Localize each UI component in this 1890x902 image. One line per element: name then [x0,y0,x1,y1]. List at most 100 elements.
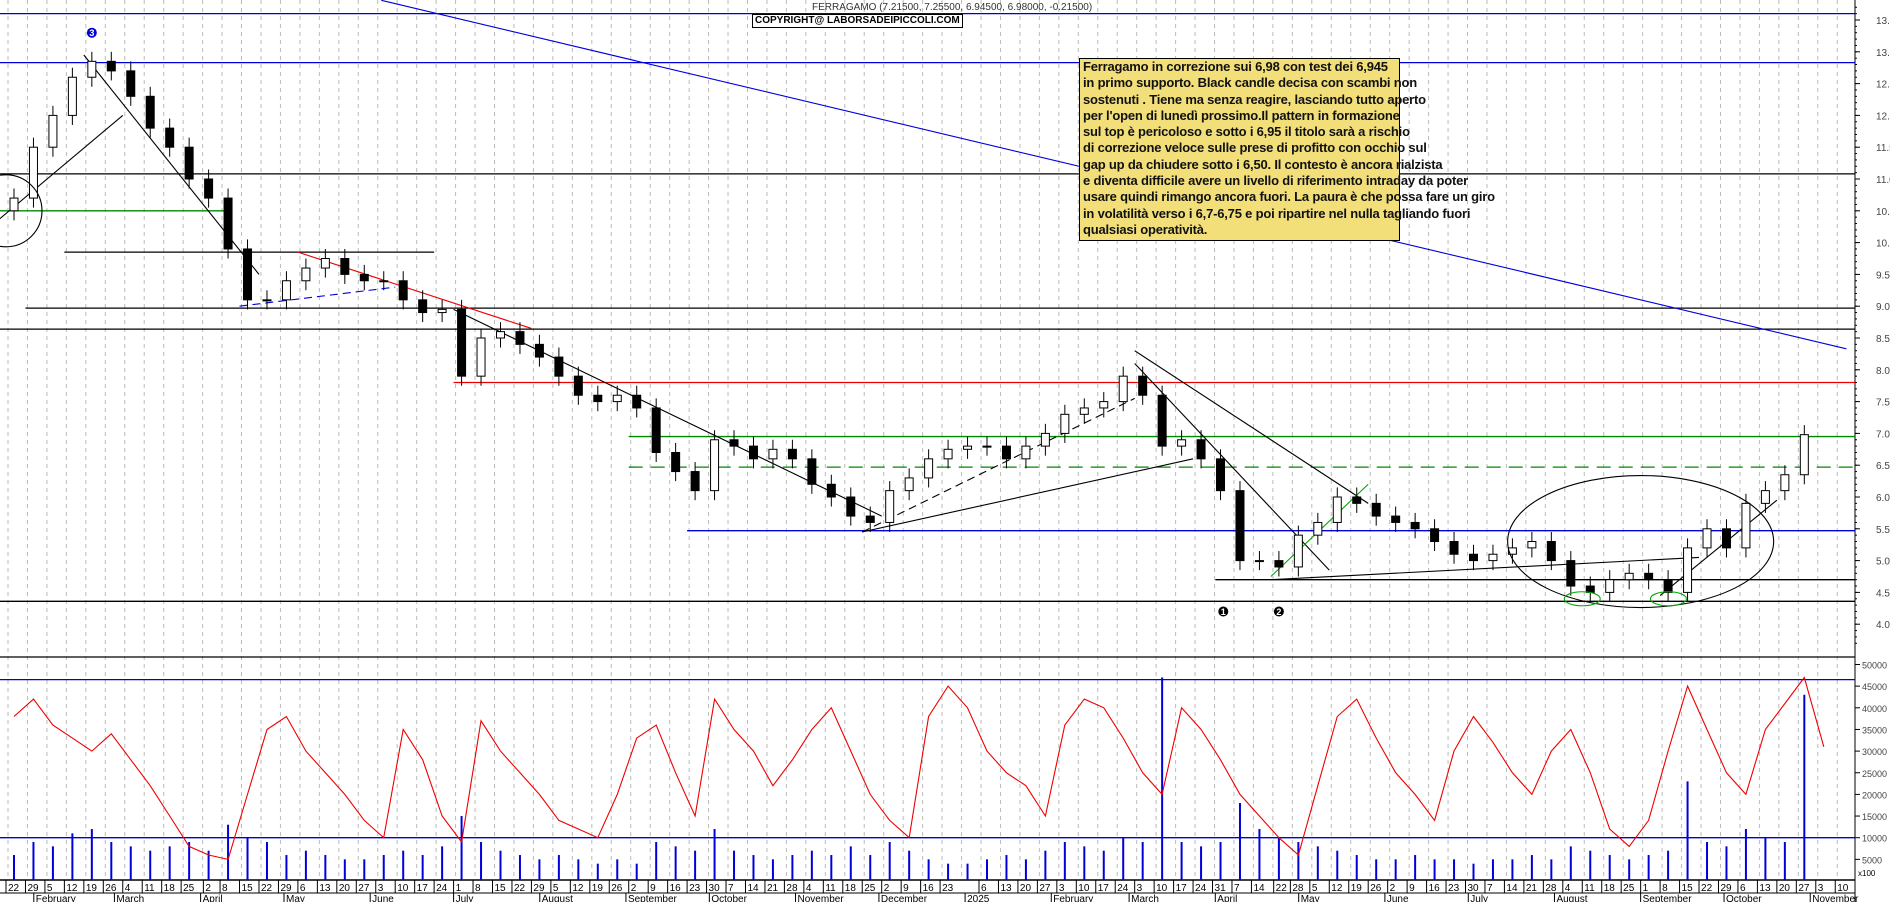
x-tick-label: 7 [1487,883,1493,894]
candle-body [846,496,856,517]
x-tick-label: 29 [280,883,292,894]
y-tick-label: 11.0 [1876,175,1890,186]
volume-tick-label: 20000 [1862,790,1887,800]
candle-body [593,394,603,403]
candle-body [1138,375,1148,396]
x-tick-label: 11 [144,883,155,894]
x-tick-label: 1 [456,883,462,894]
month-label: November [1812,894,1859,902]
volume-tick-label: 5000 [1862,855,1882,865]
x-tick-label: 29 [533,883,545,894]
note-line: Ferragamo in correzione sui 6,98 con tes… [1083,59,1388,74]
candle-body [476,337,486,377]
candle-body [1683,547,1693,593]
candle-body [437,308,447,314]
candle-body [87,60,97,78]
x-tick-label: 27 [358,883,370,894]
oscillator-line [13,676,1825,861]
candle-body [1332,496,1342,523]
candle-body [1760,490,1770,504]
candle-body [807,458,817,485]
candle-body [1566,560,1576,587]
candle-body [1352,496,1362,504]
volume-tick-label: 45000 [1862,682,1887,692]
trendline [862,458,1194,533]
y-tick-label: 7.0 [1876,429,1890,440]
x-tick-label: 10 [1837,883,1849,894]
x-tick-label: 17 [1176,883,1188,894]
x-tick-label: 6 [981,883,987,894]
volume-tick-label: 10000 [1862,834,1887,844]
candle-body [904,477,914,492]
x-tick-label: 23 [942,883,954,894]
note-line: in primo supporto. Black candle decisa c… [1083,75,1417,91]
x-tick-label: 20 [1779,883,1791,894]
x-tick-label: 20 [339,883,351,894]
y-tick-label: 11.5 [1876,143,1890,154]
month-label: March [1131,894,1159,902]
month-label: April [1217,894,1237,902]
x-tick-label: 10 [1078,883,1090,894]
trendline [1659,499,1778,597]
candle-body [1585,585,1595,593]
month-label: June [1387,894,1409,902]
month-label: July [456,894,474,902]
x-tick-label: 7 [728,883,734,894]
candle-body [1741,502,1751,549]
candle-body [320,258,330,269]
x-tick-label: 17 [417,883,429,894]
x-tick-label: 9 [903,883,909,894]
candle-body [1021,445,1031,460]
candle-body [398,280,408,301]
candle-body [106,60,116,72]
x-tick-label: 19 [1351,883,1363,894]
candle-body [1644,572,1654,581]
x-tick-label: 25 [1623,883,1635,894]
month-label: September [628,894,678,902]
candle-body [1254,560,1264,563]
month-label: May [1301,894,1320,902]
candle-body [1118,375,1128,403]
candle-body [1040,432,1050,447]
y-tick-label: 4.5 [1876,588,1890,599]
candle-body [1430,528,1440,543]
x-tick-label: 5 [1312,883,1318,894]
candle-body [1527,541,1537,549]
x-tick-label: 23 [689,883,701,894]
candle-body [787,448,797,460]
x-tick-label: 6 [1740,883,1746,894]
x-tick-label: 25 [864,883,876,894]
candle-body [204,178,214,199]
x-tick-label: 11 [1584,883,1595,894]
candle-body [1157,394,1167,447]
x-tick-label: 2 [631,883,637,894]
volume-tick-label: 35000 [1862,725,1887,735]
candle-body [671,451,681,473]
y-tick-label: 6.5 [1876,461,1890,472]
candle-body [281,280,291,301]
candle-body [1507,547,1517,555]
candle-body [1469,553,1478,562]
x-tick-label: 22 [8,883,20,894]
x-tick-label: 12 [572,883,584,894]
candle-body [710,439,720,492]
candle-body [1274,560,1284,568]
x-tick-label: 27 [1798,883,1810,894]
x-tick-label: 13 [319,883,331,894]
y-tick-label: 10.0 [1876,239,1890,250]
candle-body [145,95,155,129]
candle-body [223,197,233,250]
x-tick-label: 17 [1098,883,1110,894]
x-tick-label: 8 [1662,883,1668,894]
candle-body [768,448,778,460]
candle-body [1410,521,1420,530]
candle-body [651,407,661,453]
x-tick-label: 12 [1331,883,1343,894]
candle-body [126,70,136,97]
candle-body [457,308,467,377]
candle-body [1799,434,1809,476]
note-line: sostenuti . Tiene ma senza reagire, lasc… [1083,91,1426,107]
y-tick-label: 4.0 [1876,620,1890,631]
candle-body [1605,579,1615,593]
candle-body [963,445,973,450]
